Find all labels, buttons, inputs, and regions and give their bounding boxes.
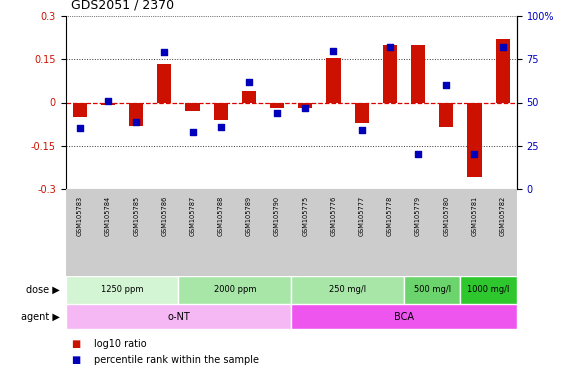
Point	[357, 127, 366, 133]
Bar	[298, 103, 312, 108]
Bar	[66, 276, 178, 304]
Point	[244, 79, 254, 85]
Point	[216, 124, 226, 130]
Text: 250 mg/l: 250 mg/l	[329, 285, 366, 295]
Point	[75, 126, 85, 132]
Point	[470, 151, 479, 157]
Text: GSM105778: GSM105778	[387, 196, 393, 236]
Text: GSM105780: GSM105780	[443, 196, 449, 236]
Bar	[66, 304, 291, 329]
Bar	[460, 276, 517, 304]
Bar	[270, 103, 284, 108]
Text: BCA: BCA	[394, 311, 414, 321]
Point	[498, 44, 507, 50]
Bar	[101, 103, 115, 105]
Text: GSM105782: GSM105782	[500, 196, 506, 236]
Text: GSM105787: GSM105787	[190, 196, 195, 236]
Text: GSM105790: GSM105790	[274, 196, 280, 236]
Bar	[157, 64, 171, 103]
Bar	[178, 276, 291, 304]
Text: GSM105786: GSM105786	[162, 196, 167, 236]
Text: 1000 mg/l: 1000 mg/l	[468, 285, 510, 295]
Bar	[186, 103, 200, 111]
Text: o-NT: o-NT	[167, 311, 190, 321]
Bar	[496, 39, 510, 103]
Point	[413, 151, 423, 157]
Text: ■: ■	[71, 339, 81, 349]
Point	[385, 44, 395, 50]
Bar	[468, 103, 481, 177]
Text: 2000 ppm: 2000 ppm	[214, 285, 256, 295]
Text: GSM105781: GSM105781	[472, 196, 477, 236]
Text: log10 ratio: log10 ratio	[94, 339, 147, 349]
Bar	[355, 103, 369, 122]
Bar	[327, 58, 340, 103]
Text: GSM105775: GSM105775	[302, 196, 308, 236]
Point	[329, 48, 338, 54]
Text: GSM105785: GSM105785	[133, 196, 139, 236]
Point	[103, 98, 112, 104]
Point	[160, 49, 169, 55]
Text: GSM105776: GSM105776	[331, 196, 336, 236]
Text: agent ▶: agent ▶	[21, 311, 60, 321]
Bar	[291, 304, 517, 329]
Bar	[129, 103, 143, 126]
Text: 500 mg/l: 500 mg/l	[413, 285, 451, 295]
Text: ■: ■	[71, 355, 81, 365]
Text: 1250 ppm: 1250 ppm	[101, 285, 143, 295]
Bar	[411, 45, 425, 103]
Bar	[242, 91, 256, 103]
Point	[301, 104, 310, 111]
Text: GSM105784: GSM105784	[105, 196, 111, 236]
Text: GSM105788: GSM105788	[218, 196, 224, 236]
Bar	[404, 276, 460, 304]
Bar	[214, 103, 228, 120]
Bar	[439, 103, 453, 127]
Point	[442, 82, 451, 88]
Bar	[73, 103, 87, 117]
Text: GSM105779: GSM105779	[415, 196, 421, 236]
Text: percentile rank within the sample: percentile rank within the sample	[94, 355, 259, 365]
Bar	[291, 276, 404, 304]
Text: GSM105789: GSM105789	[246, 196, 252, 236]
Point	[131, 118, 140, 124]
Text: dose ▶: dose ▶	[26, 285, 60, 295]
Point	[188, 129, 197, 135]
Text: GSM105777: GSM105777	[359, 196, 365, 236]
Bar	[383, 45, 397, 103]
Text: GSM105783: GSM105783	[77, 196, 83, 236]
Text: GDS2051 / 2370: GDS2051 / 2370	[71, 0, 175, 11]
Point	[272, 110, 282, 116]
